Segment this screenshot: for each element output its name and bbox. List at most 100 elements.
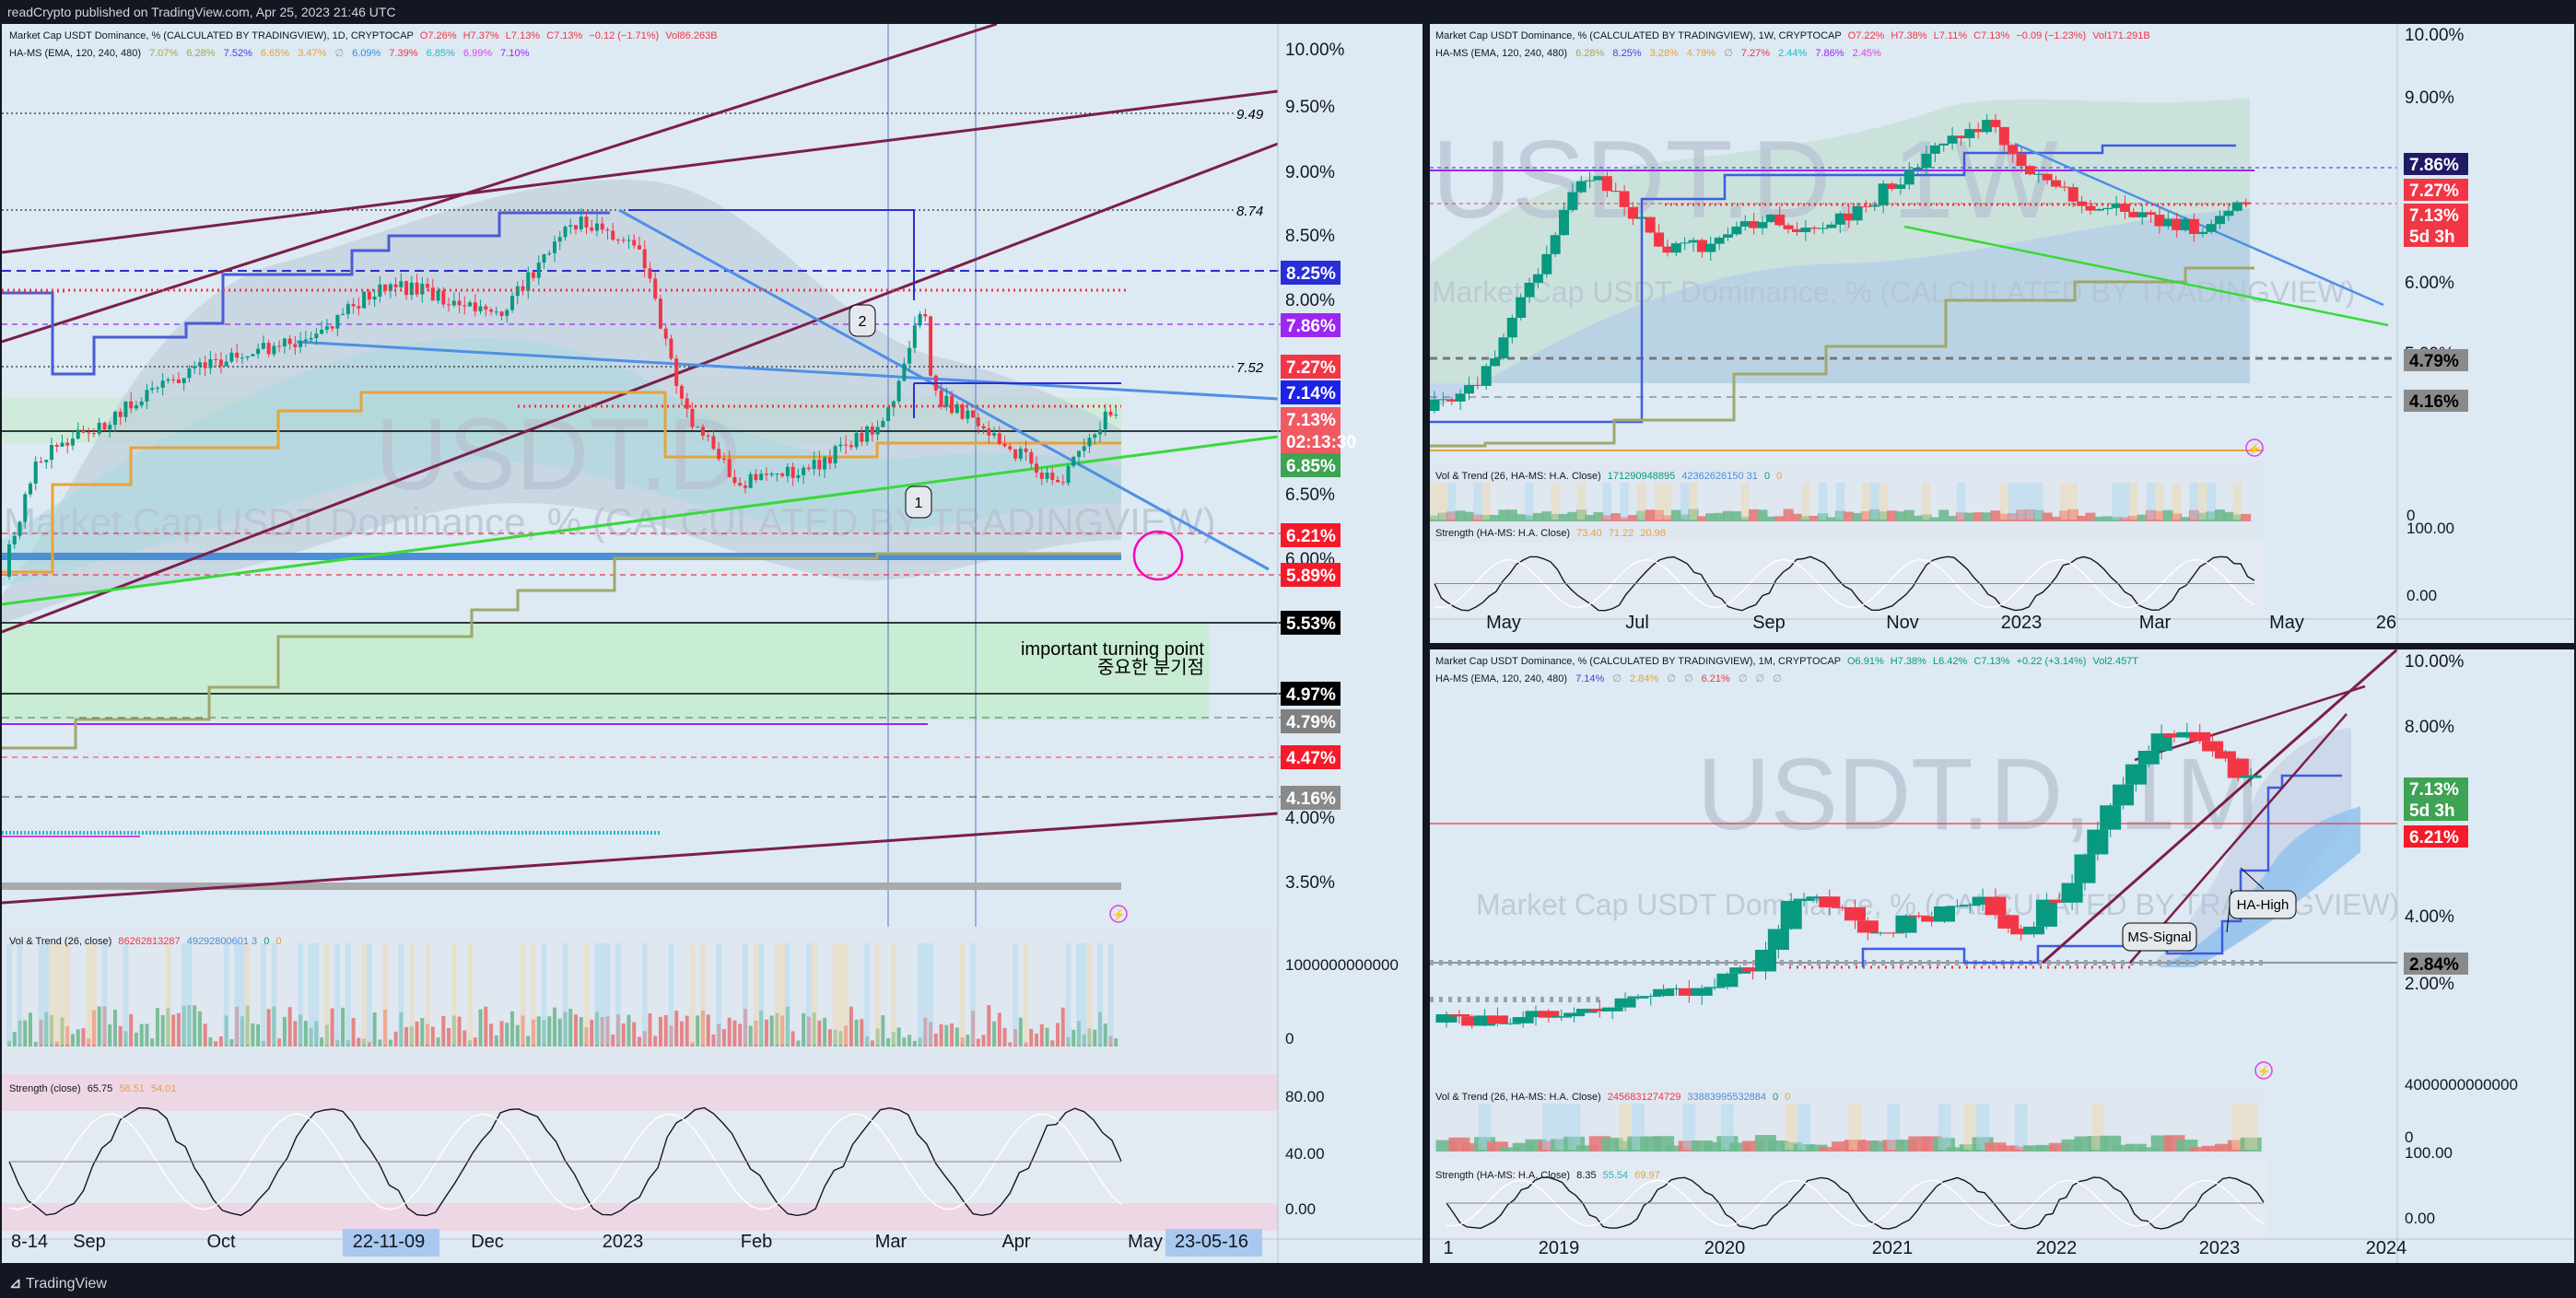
vol-bar — [891, 1031, 896, 1047]
candle-body — [1757, 222, 1768, 228]
trend-bg — [1956, 483, 1966, 520]
vol-bar — [1806, 1144, 1828, 1152]
candle-body — [1749, 221, 1760, 228]
candle-body — [1108, 411, 1113, 415]
vol-bar — [102, 1006, 107, 1047]
vol-bar — [1985, 1142, 2007, 1152]
trend-bg — [1976, 1104, 1990, 1150]
candle-body — [145, 390, 149, 402]
vol-bar — [1765, 516, 1776, 521]
candle-body — [918, 313, 922, 326]
price-tag — [1281, 429, 1341, 453]
vol-bar — [1575, 1145, 1598, 1152]
vol-bar — [287, 1007, 292, 1047]
candle-body — [1082, 446, 1086, 451]
legend-symbol-row: Market Cap USDT Dominance, % (CALCULATED… — [1435, 30, 2150, 41]
strength-axis-100: 100.00 — [2406, 520, 2454, 537]
candle-body — [1818, 228, 1829, 229]
candle-body — [2048, 899, 2070, 903]
monthly-chart-svg[interactable]: USDT.D, 1M Market Cap USDT Dominance, % … — [1430, 649, 2574, 1263]
candle-body — [155, 387, 159, 389]
candle-body — [1610, 191, 1622, 193]
candle-body — [1985, 896, 2007, 916]
vol-bar — [987, 1005, 991, 1047]
vol-bar — [966, 1035, 970, 1047]
vol-legend: Vol & Trend (26, HA-MS: H.A. Close) 2456… — [1435, 1092, 1790, 1103]
candle-body — [1512, 1017, 1534, 1023]
tradingview-logo-icon[interactable]: ⊿ — [9, 1276, 26, 1292]
footer-brand[interactable]: TradingView — [25, 1276, 107, 1292]
vol-bar — [409, 1026, 414, 1047]
strength-axis-0: 0.00 — [2405, 1210, 2435, 1227]
lightning-glyph: ⚡ — [1112, 908, 1126, 921]
vol-bar — [293, 1021, 298, 1047]
trend-bg — [1818, 483, 1828, 520]
strength-axis-100: 100.00 — [2405, 1144, 2453, 1162]
vol-bar — [1895, 511, 1906, 521]
vol-bar — [91, 1010, 96, 1047]
vol-bars — [1435, 1104, 2262, 1152]
vol-bar — [553, 1007, 557, 1047]
trend-bg — [2060, 483, 2069, 520]
chart-pane-weekly[interactable]: USDT.D, 1W Market Cap USDT Dominance, % … — [1430, 24, 2574, 643]
candle-body — [2150, 733, 2172, 751]
candle-body — [1895, 184, 1906, 190]
trend-bg — [38, 943, 44, 1045]
candle-body — [1636, 216, 1647, 219]
candle-body — [896, 380, 901, 402]
time-axis[interactable]: 1 2019 2020 2021 2022 2023 2024 — [1443, 1238, 2406, 1258]
daily-chart-svg[interactable]: USDT.D Market Cap USDT Dominance, % (CAL… — [2, 24, 1423, 1263]
vol-bar — [1670, 509, 1681, 521]
watermark-ticker: USDT.D — [375, 398, 741, 511]
lightning-icon[interactable] — [2254, 1061, 2273, 1080]
vol-bar — [1959, 1144, 1981, 1152]
candle-body — [287, 338, 292, 345]
candle-body — [1619, 191, 1630, 207]
candle-body — [1997, 915, 2020, 929]
candle-body — [1947, 135, 1958, 144]
vol-bar — [796, 1040, 801, 1047]
price-tags: 8.25% 7.86% 7.27% 7.14% 7.13% 02:13:30 6.85% 6.… — [1281, 261, 1356, 810]
vol-bar — [383, 1009, 388, 1047]
trend-bg — [345, 943, 351, 1045]
candle-body — [902, 363, 907, 381]
time-axis[interactable]: 8-14 Sep Oct 22-11-09 Dec 2023 Feb Mar Apr May 23-… — [11, 1229, 1262, 1257]
strength-legend: Strength (close) 65.75 58.51 54.01 — [9, 1083, 176, 1094]
price-tag-text: 7.86% — [1286, 317, 1336, 336]
vol-bar — [181, 1006, 186, 1047]
weekly-chart-svg[interactable]: USDT.D, 1W Market Cap USDT Dominance, % … — [1430, 24, 2574, 643]
vol-bar — [224, 1015, 228, 1047]
price-tick: 3.50% — [1285, 873, 1335, 893]
time-axis[interactable]: May Jul Sep Nov 2023 Mar May 26 — [1486, 613, 2396, 633]
candle-body — [2227, 758, 2249, 778]
time-tick: 8-14 — [11, 1232, 48, 1252]
candle-body — [65, 442, 70, 446]
lightning-icon[interactable] — [1109, 905, 1128, 923]
chart-pane-monthly[interactable]: USDT.D, 1M Market Cap USDT Dominance, % … — [1430, 649, 2574, 1263]
candle-body — [738, 483, 743, 486]
price-tag — [2404, 179, 2468, 201]
time-tick: Nov — [1886, 613, 1919, 633]
vol-bar — [1714, 512, 1725, 521]
price-tag-text: 5d 3h — [2409, 801, 2455, 821]
trend-bg — [1680, 483, 1690, 520]
candle-body — [1446, 399, 1458, 402]
candle-body — [2042, 173, 2053, 181]
chart-pane-daily[interactable]: USDT.D Market Cap USDT Dominance, % (CAL… — [2, 24, 1423, 1263]
price-axis[interactable]: 10.00% 8.00% 4.00% 2.00% — [2405, 652, 2465, 994]
candle-body — [1024, 448, 1028, 452]
legend-indicator-row: HA-MS (EMA, 120, 240, 480) 7.14% ∅ 2.84%… — [1435, 673, 1782, 684]
candle-body — [1869, 932, 1891, 934]
price-tag — [2404, 349, 2468, 371]
candle-body — [1087, 438, 1092, 447]
price-tag-text: 7.13% — [1286, 411, 1336, 430]
trend-bg — [594, 943, 600, 1045]
lightning-icon[interactable] — [2245, 439, 2264, 457]
candle-body — [108, 425, 112, 430]
vol-bar — [637, 1036, 641, 1047]
trend-bg — [2207, 483, 2216, 520]
trend-bg — [583, 943, 590, 1045]
vol-bar — [754, 1020, 758, 1047]
vol-bar — [902, 1037, 907, 1047]
vol-bar — [992, 1021, 997, 1047]
